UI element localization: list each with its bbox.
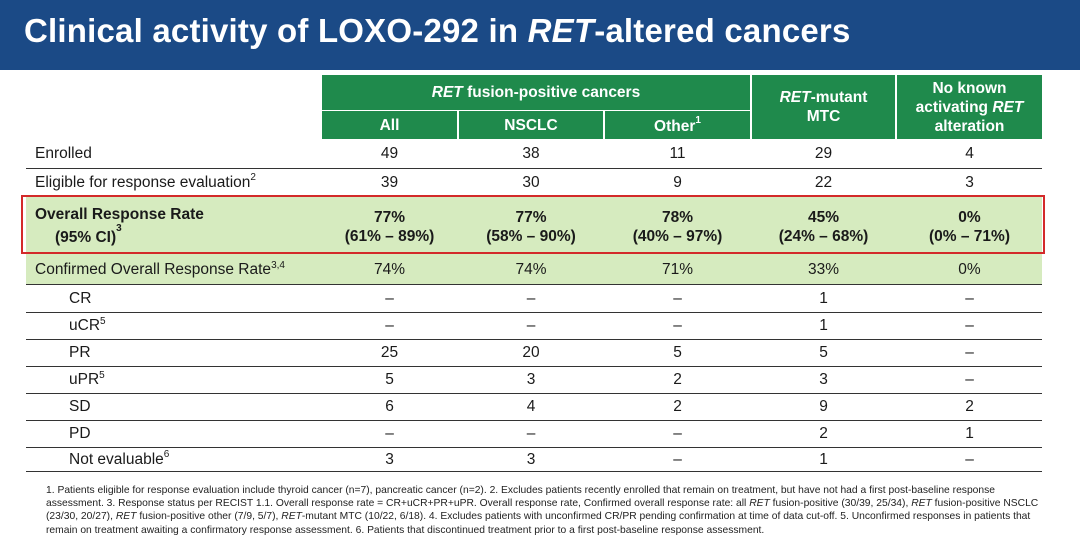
cell-mtc: 5	[819, 344, 828, 361]
row-overall-response-rate: Overall Response Rate (95% CI)3 77% (61% …	[26, 197, 1042, 256]
cell-nsclc: 30	[522, 173, 540, 191]
cell-other: –	[673, 450, 682, 468]
cell-no-alteration: 0% (0% – 71%)	[929, 208, 1010, 245]
cell-all: 25	[380, 344, 399, 361]
row-label: Overall Response Rate (95% CI)3	[35, 206, 204, 247]
cell-mtc: 33%	[807, 261, 840, 278]
cell-nsclc: 20	[522, 344, 540, 361]
row-pr: PR 25 20 5 5 –	[26, 340, 1042, 367]
cell-other: 71%	[661, 261, 694, 278]
cell-other: 11	[669, 145, 686, 162]
orr-highlight-box	[21, 195, 1045, 254]
slide-title: Clinical activity of LOXO-292 in RET-alt…	[24, 12, 851, 49]
cell-other: 2	[673, 371, 682, 388]
cell-mtc: 1	[819, 317, 828, 334]
cell-nsclc: –	[526, 317, 536, 334]
row-label: uCR 5	[69, 315, 106, 335]
cell-nsclc: 74%	[515, 261, 547, 278]
row-label: CR	[69, 289, 92, 307]
footnotes: 1. Patients eligible for response evalua…	[46, 485, 1039, 536]
row-pd: PD – – – 2 1	[26, 421, 1042, 448]
cell-no-alteration: –	[965, 289, 974, 307]
cell-other: 2	[673, 398, 682, 415]
cell-no-alteration: 3	[965, 173, 974, 191]
cell-nsclc: –	[526, 425, 536, 442]
cell-other: –	[673, 289, 682, 307]
header-nsclc: NSCLC	[459, 111, 603, 139]
cell-mtc: 22	[814, 173, 833, 191]
header-other: Other1	[605, 111, 750, 139]
cell-mtc: 2	[819, 425, 828, 442]
header-all: All	[322, 111, 457, 139]
row-label: Not evaluable 6	[69, 449, 170, 468]
row-cr: CR – – – 1 –	[26, 285, 1042, 313]
cell-nsclc: 3	[526, 450, 536, 468]
cell-no-alteration: –	[965, 317, 974, 334]
cell-all: –	[385, 425, 394, 442]
cell-other: 78% (40% – 97%)	[632, 208, 723, 245]
cell-all: 6	[385, 398, 394, 415]
cell-all: –	[385, 289, 394, 307]
header-no-alteration: No known activating RET alteration	[897, 75, 1042, 139]
cell-nsclc: –	[526, 289, 536, 307]
title-bar: Clinical activity of LOXO-292 in RET-alt…	[0, 0, 1080, 70]
cell-mtc: 9	[819, 398, 828, 415]
header-group-ret-fusion: RET fusion-positive cancers	[322, 75, 750, 110]
cell-no-alteration: 0%	[958, 261, 981, 278]
cell-other: 9	[673, 173, 682, 191]
cell-no-alteration: 1	[965, 425, 974, 442]
row-confirmed-orr: Confirmed Overall Response Rate 3,4 74% 7…	[26, 256, 1042, 285]
cell-no-alteration: 2	[965, 398, 974, 415]
row-label: PD	[69, 425, 91, 442]
cell-all: –	[385, 317, 394, 334]
row-not-evaluable: Not evaluable 6 3 3 – 1 –	[26, 448, 1042, 472]
cell-all: 3	[385, 450, 394, 468]
cell-mtc: 45% (24% – 68%)	[778, 208, 869, 245]
header-mtc: RET-mutant MTC	[752, 75, 895, 139]
cell-mtc: 1	[819, 289, 828, 307]
row-label: Enrolled	[35, 145, 92, 162]
row-label: uPR 5	[69, 369, 105, 389]
row-ucr: uCR 5 – – – 1 –	[26, 313, 1042, 340]
row-label: Eligible for response evaluation 2	[35, 172, 256, 191]
cell-nsclc: 38	[522, 145, 540, 162]
cell-all: 77% (61% – 89%)	[344, 208, 435, 245]
cell-no-alteration: –	[965, 371, 974, 388]
cell-mtc: 1	[819, 450, 828, 468]
row-upr: uPR 5 5 3 2 3 –	[26, 367, 1042, 394]
cell-other: –	[673, 317, 682, 334]
row-sd: SD 6 4 2 9 2	[26, 394, 1042, 421]
cell-no-alteration: 4	[965, 145, 974, 162]
row-enrolled: Enrolled 49 38 11 29 4	[26, 140, 1042, 169]
row-eligible: Eligible for response evaluation 2 39 30 …	[26, 169, 1042, 197]
cell-nsclc: 3	[526, 371, 536, 388]
row-label: SD	[69, 398, 91, 415]
cell-all: 5	[385, 371, 394, 388]
cell-no-alteration: –	[965, 344, 974, 361]
cell-nsclc: 77% (58% – 90%)	[486, 208, 576, 245]
cell-other: 5	[673, 344, 682, 361]
cell-other: –	[673, 425, 682, 442]
cell-nsclc: 4	[526, 398, 536, 415]
cell-no-alteration: –	[965, 450, 974, 468]
row-label: Confirmed Overall Response Rate 3,4	[35, 259, 285, 279]
cell-mtc: 3	[819, 371, 828, 388]
cell-mtc: 29	[814, 145, 833, 162]
cell-all: 74%	[373, 261, 406, 278]
cell-all: 39	[380, 173, 399, 191]
cell-all: 49	[380, 145, 399, 162]
row-label: PR	[69, 344, 91, 361]
